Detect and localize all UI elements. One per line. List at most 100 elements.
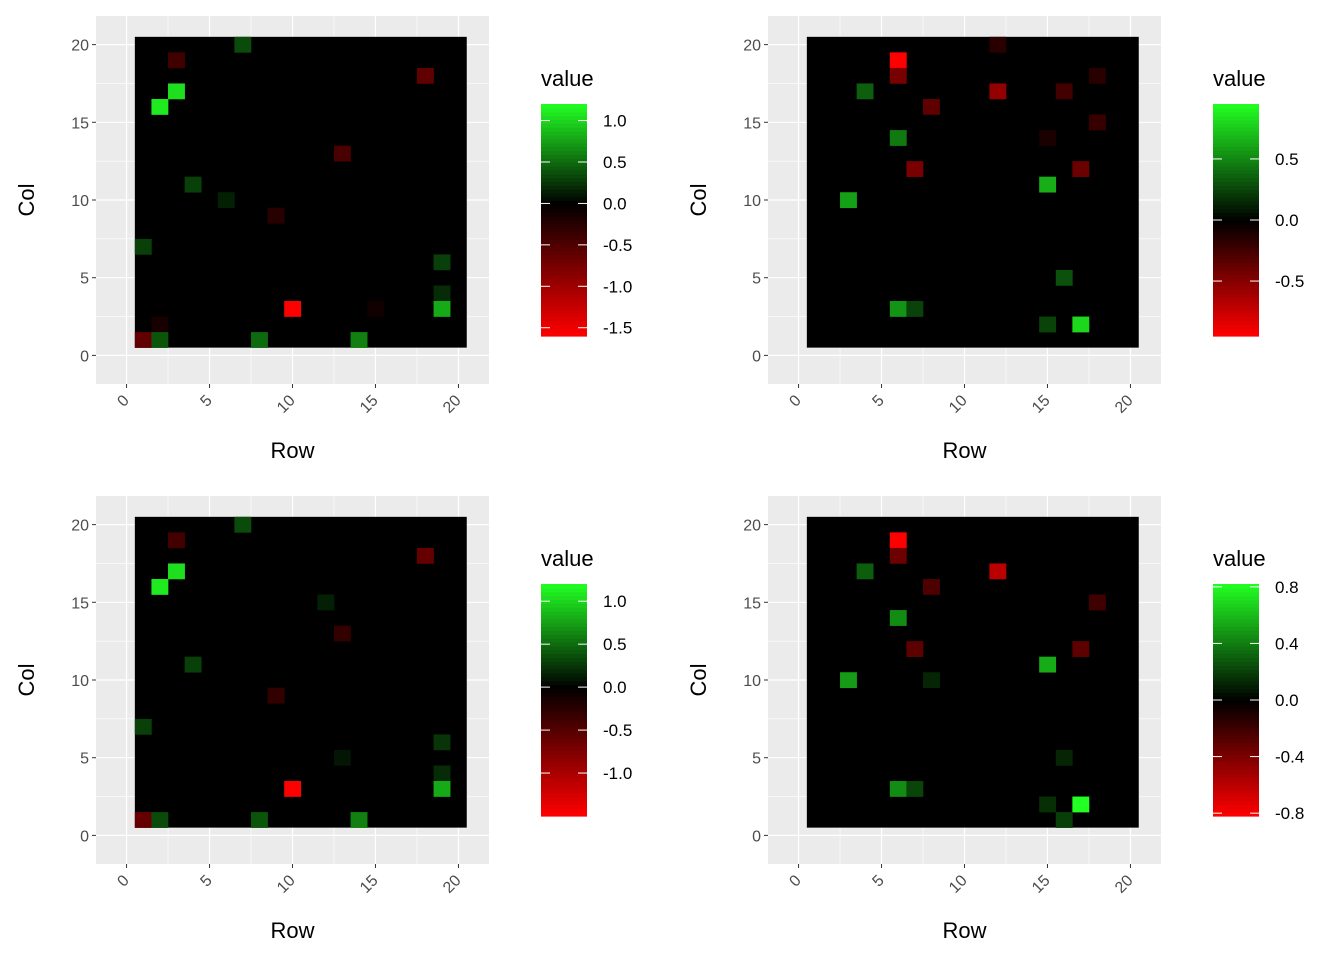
legend-gradient-segment: [1213, 308, 1259, 314]
legend-gradient-segment: [541, 247, 587, 252]
legend-gradient-segment: [1213, 634, 1259, 639]
heatmap-panel-1: 0 5 10 15 20 0 5 10 15 20 Row Col value 1.0 0.5 0.0 -0.5…: [14, 16, 632, 463]
heatmap-cell: [856, 83, 874, 100]
legend-gradient-segment: [1213, 742, 1259, 747]
legend-gradient-segment: [1213, 119, 1259, 124]
y-tick-label: 5: [752, 271, 761, 288]
legend-gradient-segment: [541, 266, 587, 271]
legend-gradient-segment: [1213, 134, 1259, 140]
legend-gradient-segment: [1213, 289, 1259, 295]
legend-gradient-segment: [541, 672, 587, 678]
heatmap-cell: [889, 301, 907, 317]
heatmap-panel-3: 0 5 10 15 20 0 5 10 15 20 Row Col value 1.0 0.5 0.0 -0.5…: [14, 496, 632, 943]
legend-gradient-segment: [1213, 285, 1259, 291]
legend-gradient-segment: [1213, 750, 1259, 755]
legend-gradient-segment: [1213, 239, 1259, 244]
heatmap-cell: [251, 812, 268, 828]
y-tick-label: 15: [743, 595, 761, 612]
legend-gradient-segment: [541, 738, 587, 744]
legend-gradient-segment: [1213, 754, 1259, 759]
y-tick-label: 10: [71, 673, 89, 690]
legend-gradient-segment: [1213, 595, 1259, 601]
heatmap-cell: [333, 749, 351, 766]
heatmap-cell: [889, 52, 907, 69]
heatmap-cell: [889, 781, 907, 797]
legend-gradient-segment: [541, 642, 587, 647]
legend-gradient-segment: [541, 645, 587, 651]
legend-gradient-segment: [1213, 734, 1259, 740]
heatmap-cell: [284, 301, 302, 317]
legend-gradient-segment: [1213, 328, 1259, 333]
legend-gradient-segment: [1213, 278, 1259, 283]
legend-gradient-segment: [541, 750, 587, 755]
legend-gradient-segment: [1213, 812, 1259, 817]
legend-gradient-segment: [1213, 700, 1259, 705]
legend-gradient-segment: [1213, 123, 1259, 128]
x-tick-label: 20: [1112, 872, 1137, 897]
heatmap-cell: [989, 36, 1007, 53]
x-tick-label: 15: [357, 872, 382, 897]
legend-gradient-segment: [541, 258, 587, 264]
legend-label: 0.5: [1275, 150, 1299, 169]
legend-gradient-segment: [1213, 808, 1259, 813]
legend-gradient-segment: [541, 622, 587, 628]
legend-gradient-segment: [541, 723, 587, 728]
legend-gradient-segment: [1213, 305, 1259, 310]
heatmap-cell: [267, 207, 285, 224]
x-tick-label: 5: [869, 392, 887, 410]
legend-gradient-segment: [1213, 765, 1259, 771]
y-tick-label: 0: [80, 828, 89, 845]
legend-gradient-segment: [541, 584, 587, 589]
legend-gradient-segment: [1213, 266, 1259, 271]
legend-gradient-segment: [1213, 591, 1259, 597]
legend-gradient-segment: [1213, 599, 1259, 604]
heatmap-cell: [1055, 812, 1073, 828]
y-tick-label: 0: [752, 828, 761, 845]
y-axis-title: Col: [686, 663, 711, 696]
heatmap-cell: [889, 532, 907, 549]
legend-gradient-segment: [541, 123, 587, 128]
y-tick-label: 15: [71, 595, 89, 612]
legend-gradient-segment: [541, 812, 587, 817]
heatmap-cell: [134, 718, 152, 735]
legend-gradient-segment: [1213, 142, 1259, 148]
legend-gradient-segment: [541, 688, 587, 693]
x-tick-label: 5: [197, 872, 215, 890]
x-tick-label: 15: [1029, 872, 1054, 897]
legend-gradient-segment: [541, 638, 587, 643]
legend-gradient-segment: [1213, 773, 1259, 778]
legend-gradient-segment: [1213, 146, 1259, 151]
legend-gradient-segment: [1213, 301, 1259, 306]
legend-gradient-segment: [541, 138, 587, 144]
legend-gradient-segment: [541, 792, 587, 798]
heatmap-cell: [923, 578, 940, 595]
heatmap-cell: [151, 316, 169, 333]
heatmap-cell: [1039, 796, 1057, 813]
legend-gradient-segment: [1213, 127, 1259, 132]
heatmap-cell: [906, 161, 924, 177]
heatmap-cell: [317, 594, 335, 611]
x-axis-title: Row: [270, 438, 314, 463]
legend-label: 1.0: [603, 112, 627, 131]
legend-gradient-segment: [541, 185, 587, 190]
x-tick-label: 0: [114, 872, 132, 890]
legend-gradient-segment: [541, 324, 587, 329]
y-tick-label: 15: [743, 115, 761, 132]
legend-gradient-segment: [541, 730, 587, 736]
heatmap-cell: [889, 547, 907, 564]
legend-gradient-segment: [541, 312, 587, 318]
legend-gradient-segment: [541, 804, 587, 809]
x-tick-label: 15: [357, 392, 382, 417]
legend-gradient-segment: [541, 293, 587, 298]
legend-gradient-segment: [541, 227, 587, 233]
heatmap-cell: [433, 254, 451, 271]
legend-gradient-segment: [1213, 653, 1259, 659]
x-axis-title: Row: [270, 918, 314, 943]
legend-gradient-segment: [1213, 165, 1259, 171]
heatmap-cell: [134, 238, 152, 255]
legend-gradient-segment: [1213, 622, 1259, 628]
legend-gradient-segment: [1213, 332, 1259, 337]
legend-gradient-segment: [1213, 584, 1259, 589]
heatmap-cell: [267, 687, 285, 704]
legend-gradient-segment: [1213, 293, 1259, 298]
